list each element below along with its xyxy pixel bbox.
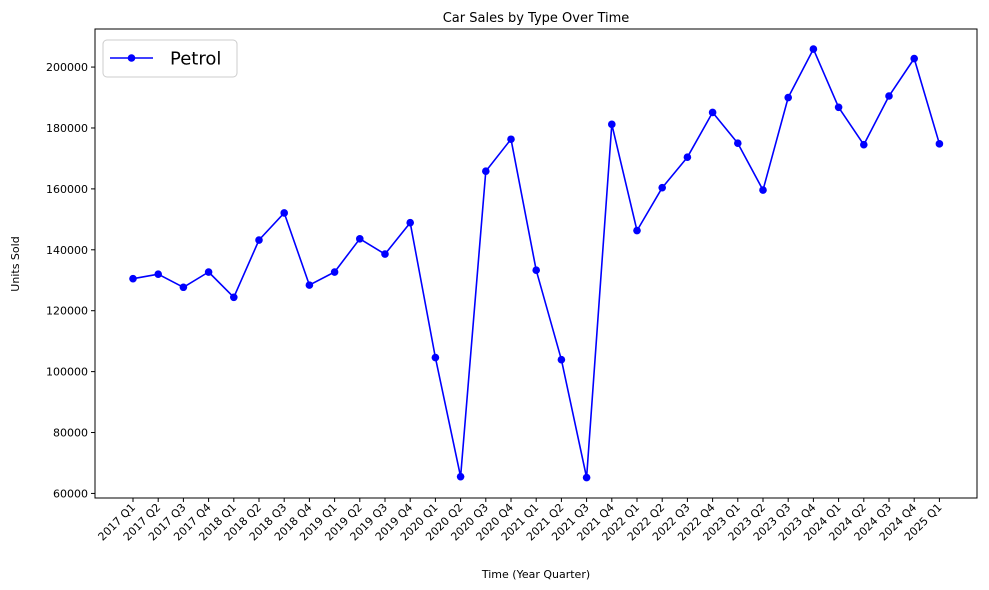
y-axis-label: Units Sold [9, 236, 22, 291]
data-point [834, 103, 843, 112]
y-tick-label: 80000 [53, 427, 88, 440]
data-point [935, 140, 944, 148]
data-point [784, 93, 792, 102]
legend-label-petrol: Petrol [170, 49, 221, 70]
data-point [557, 355, 566, 364]
axis-ticks: 60000 80000 100000 120000 140000 160000 180000… [46, 61, 945, 543]
data-point [330, 268, 339, 276]
y-tick-label: 120000 [46, 305, 88, 318]
data-point [356, 235, 364, 243]
y-tick-label: 60000 [53, 487, 88, 500]
y-tick-label: 140000 [46, 244, 88, 257]
data-point [280, 209, 289, 217]
data-point [406, 218, 415, 227]
data-point [759, 186, 767, 194]
data-point [431, 353, 440, 362]
data-point [204, 268, 213, 276]
data-point [255, 236, 263, 244]
data-point [582, 473, 591, 482]
data-point [608, 120, 616, 129]
y-tick-label: 200000 [46, 61, 88, 74]
data-point [154, 270, 162, 278]
data-point [683, 153, 692, 162]
data-point [381, 250, 389, 258]
x-axis-label: Time (Year Quarter) [481, 568, 590, 581]
chart-title: Car Sales by Type Over Time [443, 11, 630, 26]
data-point [708, 108, 717, 117]
data-point [809, 45, 818, 53]
data-point [482, 167, 490, 176]
series-line-petrol [132, 48, 941, 479]
data-point [129, 274, 137, 283]
y-tick-label: 160000 [46, 183, 88, 196]
data-point [230, 293, 238, 302]
legend-marker-petrol [127, 54, 136, 62]
plot-frame [94, 28, 978, 499]
data-point [734, 139, 742, 148]
data-point [305, 281, 314, 289]
legend: Petrol [102, 39, 238, 78]
data-point [885, 92, 893, 100]
data-point [507, 135, 515, 144]
data-point [532, 266, 540, 275]
data-point [179, 283, 188, 292]
data-point [860, 140, 868, 149]
data-point [633, 226, 641, 235]
data-point [456, 472, 465, 481]
series-layer [129, 45, 944, 482]
data-point [658, 183, 666, 192]
y-tick-label: 180000 [46, 122, 88, 135]
data-point [910, 54, 918, 63]
legend-box [102, 39, 238, 78]
y-tick-label: 100000 [46, 366, 88, 379]
